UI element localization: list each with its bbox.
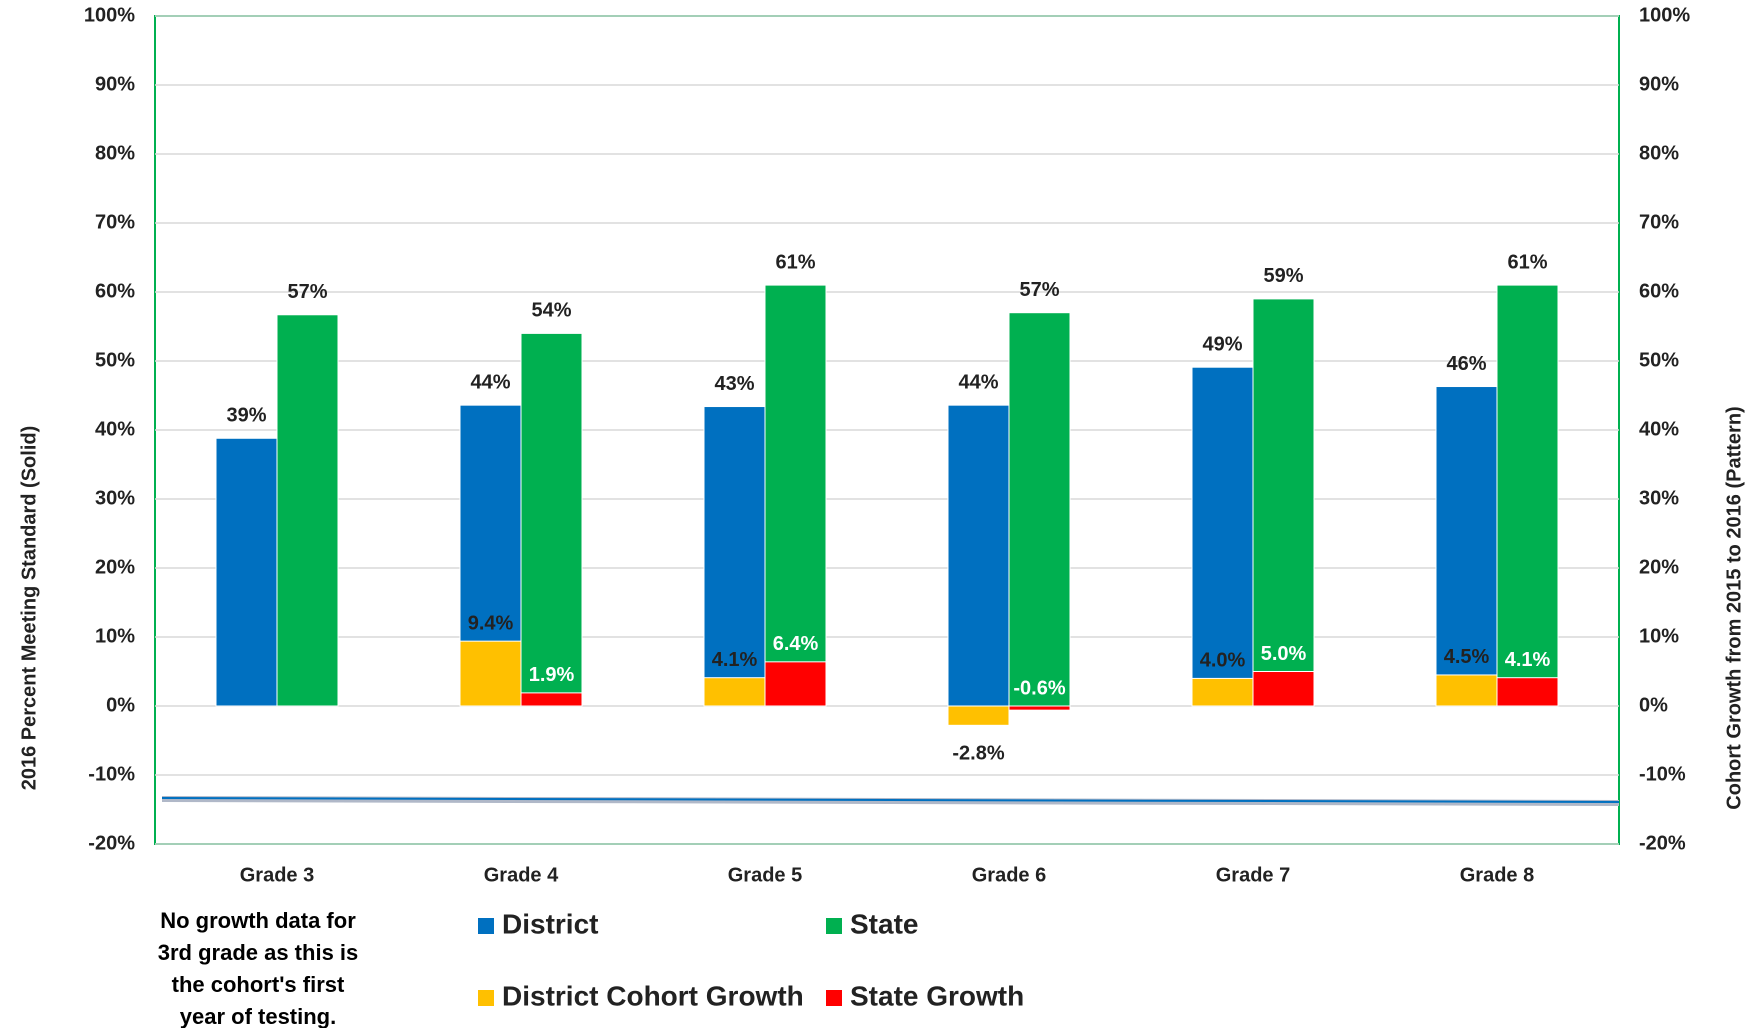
bar <box>520 692 583 707</box>
annotation: year of testing. <box>180 1004 336 1028</box>
x-tick-label: Grade 6 <box>972 864 1046 886</box>
y-tick-label: 60% <box>95 280 135 302</box>
legend-label: State <box>850 908 918 939</box>
data-label: 54% <box>531 300 571 322</box>
y2-tick-label: 20% <box>1639 556 1679 578</box>
data-label: -0.6% <box>1013 677 1065 699</box>
legend-label: District Cohort Growth <box>502 980 804 1011</box>
data-label: 43% <box>714 373 754 395</box>
legend-swatch <box>478 918 494 934</box>
data-label: 49% <box>1202 333 1242 355</box>
bar <box>1191 366 1254 707</box>
y2-tick-label: -20% <box>1639 832 1686 854</box>
data-label: 39% <box>226 405 266 427</box>
legend-swatch <box>478 990 494 1006</box>
legend-swatch <box>826 990 842 1006</box>
bar <box>215 437 278 707</box>
bar <box>1008 705 1071 711</box>
x-tick-label: Grade 3 <box>240 864 314 886</box>
data-label: 4.1% <box>712 649 758 671</box>
data-label: 6.4% <box>773 633 819 655</box>
y2-tick-label: 50% <box>1639 349 1679 371</box>
bar <box>1435 674 1498 707</box>
y-axis-label: 2016 Percent Meeting Standard (Solid) <box>18 426 40 791</box>
bar <box>1435 386 1498 707</box>
data-label: 5.0% <box>1261 643 1307 665</box>
bar <box>1496 284 1559 707</box>
bar <box>459 640 522 707</box>
bar <box>764 661 827 707</box>
bar <box>764 284 827 707</box>
data-label: 57% <box>287 281 327 303</box>
annotation: the cohort's first <box>172 972 345 997</box>
y2-tick-label: 40% <box>1639 418 1679 440</box>
data-label: 4.1% <box>1505 649 1551 671</box>
y2-tick-label: 70% <box>1639 211 1679 233</box>
x-tick-label: Grade 8 <box>1460 864 1534 886</box>
legend-swatch <box>826 918 842 934</box>
y-tick-label: 0% <box>106 694 135 716</box>
data-label: 1.9% <box>529 664 575 686</box>
bar <box>1496 677 1559 707</box>
y-tick-label: 100% <box>84 4 135 26</box>
x-tick-label: Grade 7 <box>1216 864 1290 886</box>
y-tick-label: 40% <box>95 418 135 440</box>
y-tick-label: 20% <box>95 556 135 578</box>
legend-label: State Growth <box>850 980 1024 1011</box>
bar <box>276 314 339 707</box>
data-label: 61% <box>775 251 815 273</box>
y2-axis-label: Cohort Growth from 2015 to 2016 (Pattern… <box>1723 406 1745 809</box>
y2-tick-label: 10% <box>1639 625 1679 647</box>
data-label: 44% <box>470 371 510 393</box>
data-label: 44% <box>958 371 998 393</box>
x-tick-label: Grade 4 <box>484 864 559 886</box>
y2-tick-label: 30% <box>1639 487 1679 509</box>
data-label: 4.0% <box>1200 650 1246 672</box>
decor-line <box>161 797 1620 803</box>
bar <box>520 332 583 707</box>
data-label: 4.5% <box>1444 646 1490 668</box>
bar <box>703 677 766 707</box>
bar <box>1008 312 1071 707</box>
x-tick-label: Grade 5 <box>728 864 802 886</box>
data-label: 57% <box>1019 279 1059 301</box>
y-tick-label: 90% <box>95 73 135 95</box>
y2-tick-label: 0% <box>1639 694 1668 716</box>
annotation: 3rd grade as this is <box>158 940 359 965</box>
y2-tick-label: 80% <box>1639 142 1679 164</box>
bar <box>947 404 1010 707</box>
bar <box>703 406 766 707</box>
data-label: 46% <box>1446 353 1486 375</box>
bar <box>1191 677 1254 707</box>
data-label: 9.4% <box>468 612 514 634</box>
data-label: -2.8% <box>952 742 1004 764</box>
y-tick-label: 50% <box>95 349 135 371</box>
y-tick-label: -10% <box>88 763 135 785</box>
data-label: 61% <box>1507 251 1547 273</box>
bar <box>947 705 1010 726</box>
y-tick-label: 30% <box>95 487 135 509</box>
y-tick-label: 70% <box>95 211 135 233</box>
y-tick-label: -20% <box>88 832 135 854</box>
y2-tick-label: -10% <box>1639 763 1686 785</box>
y2-tick-label: 100% <box>1639 4 1690 26</box>
y-tick-label: 80% <box>95 142 135 164</box>
annotation: No growth data for <box>160 908 356 933</box>
bar <box>1252 671 1315 707</box>
data-label: 59% <box>1263 265 1303 287</box>
y2-tick-label: 60% <box>1639 280 1679 302</box>
legend-label: District <box>502 908 598 939</box>
y2-tick-label: 90% <box>1639 73 1679 95</box>
y-tick-label: 10% <box>95 625 135 647</box>
